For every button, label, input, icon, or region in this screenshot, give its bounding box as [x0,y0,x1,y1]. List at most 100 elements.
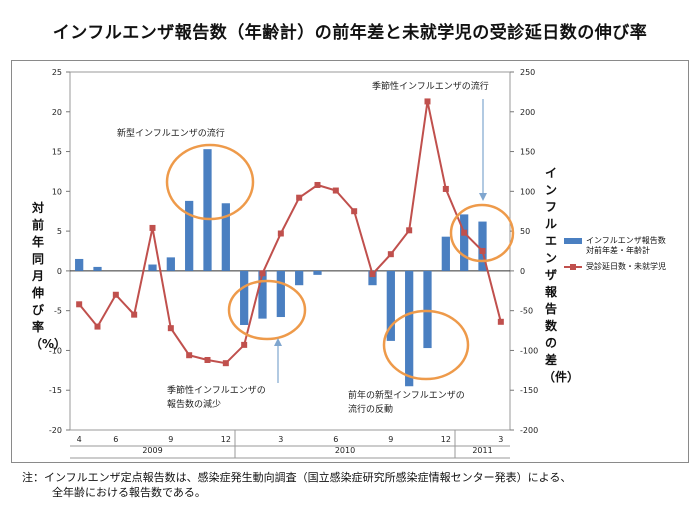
left-axis-label: 対前年同月伸び率（%） [30,201,67,351]
line-point-1 [461,229,468,236]
bar-8 [368,270,377,286]
line-point-9 [387,251,394,258]
callout-circle-rebound [382,309,470,381]
bar-2 [258,270,267,319]
x-tick-label: 9 [388,435,393,444]
line-point-8 [149,224,156,231]
line-point-4 [296,194,303,201]
x-tick-label: 4 [77,435,82,444]
x-tick-label: 3 [278,435,283,444]
footnote-line-2: 全年齢における報告数である。 [52,486,206,499]
legend-bar-label-1: インフルエンザ報告数 [586,236,666,245]
line-point-4 [76,301,83,308]
line-point-11 [424,98,431,105]
right-tick-label: 150 [520,148,535,157]
annotation-rebound-l1: 前年の新型インフルエンザの [348,389,465,401]
right-tick-label: 200 [520,108,535,117]
bar-1 [460,214,469,271]
line-point-5 [314,181,321,188]
line-point-6 [112,291,119,298]
right-tick-label: 250 [520,68,535,77]
bar-5 [93,266,102,271]
right-tick-label: 100 [520,187,535,196]
line-point-7 [351,208,358,215]
plot-area [69,71,511,431]
arrow-head-seasonal-2011 [479,193,487,201]
bar-10 [185,200,194,271]
right-axis-label: インフルエンザ報告数の差（件） [543,166,580,384]
line-point-10 [186,352,193,359]
line-point-1 [241,341,248,348]
legend-bar-swatch [564,238,582,244]
left-tick-label: -15 [49,386,62,395]
line-point-12 [442,185,449,192]
left-tick-label: 5 [57,227,62,236]
x-tick-label: 9 [168,435,173,444]
bar-4 [295,270,304,286]
bar-8 [148,264,157,271]
left-tick-label: -20 [49,426,62,435]
x-year-label: 2011 [472,446,492,455]
right-tick-label: -100 [520,346,538,355]
line-point-7 [131,311,138,318]
line-point-5 [94,323,101,330]
legend-line-swatch [564,262,582,272]
line-point-11 [204,356,211,363]
bar-12 [441,236,450,271]
right-tick-label: 50 [520,227,530,236]
right-tick-label: -150 [520,386,538,395]
x-tick-label: 6 [333,435,338,444]
left-tick-label: 20 [52,108,62,117]
right-tick-label: -50 [520,307,533,316]
chart-title: インフルエンザ報告数（年齢計）の前年差と未就学児の受診延日数の伸び率 [52,23,648,43]
annotation-rebound-l2: 流行の反動 [348,403,393,415]
line-point-8 [369,271,376,278]
left-tick-label: -10 [49,346,62,355]
bar-11 [203,149,212,271]
bar-10 [405,270,414,387]
callout-circle-seasonal-2011 [449,203,515,263]
left-tick-label: 0 [57,267,62,276]
legend-item-line: 受診延日数・未就学児 [564,262,666,272]
annotation-pandemic: 新型インフルエンザの流行 [117,127,225,139]
x-tick-label: 12 [221,435,231,444]
bar-9 [386,270,395,341]
legend-item-bar: インフルエンザ報告数 対前年差・年齢計 [564,236,666,256]
x-year-label: 2010 [335,446,355,455]
left-tick-label: 15 [52,148,62,157]
legend: インフルエンザ報告数 対前年差・年齢計 受診延日数・未就学児 [564,236,666,278]
right-tick-label: 0 [520,267,525,276]
bar-2 [478,221,487,271]
line-point-3 [277,230,284,237]
line-point-2 [259,270,266,277]
bar-9 [166,257,175,271]
bar-1 [240,270,249,325]
bar-5 [313,270,322,275]
right-tick-label: -200 [520,426,538,435]
line-point-12 [222,360,229,367]
annotation-seasonal-decrease-l1: 季節性インフルエンザの [167,384,266,396]
chart-frame [11,60,689,463]
line-point-9 [167,325,174,332]
callout-circle-pandemic [165,143,255,221]
line-point-2 [479,248,486,254]
x-year-label: 2009 [142,446,162,455]
left-tick-label: 10 [52,187,62,196]
line-series [78,101,502,365]
bar-11 [423,270,432,349]
bar-3 [276,270,285,318]
bar-4 [75,258,84,271]
left-tick-label: 25 [52,68,62,77]
callout-circle-seasonal-decrease [227,279,307,341]
annotation-seasonal-decrease-l2: 報告数の減少 [167,398,221,410]
legend-bar-label-2: 対前年差・年齢計 [586,246,650,255]
line-point-6 [332,187,339,194]
line-point-3 [497,318,504,325]
x-tick-label: 6 [113,435,118,444]
annotation-seasonal-2011: 季節性インフルエンザの流行 [372,80,489,92]
line-point-10 [406,227,413,234]
x-tick-label: 3 [498,435,503,444]
footnote-line-1: 注：インフルエンザ定点報告数は、感染症発生動向調査（国立感染症研究所感染症情報セ… [22,471,572,484]
legend-line-label: 受診延日数・未就学児 [586,262,666,271]
